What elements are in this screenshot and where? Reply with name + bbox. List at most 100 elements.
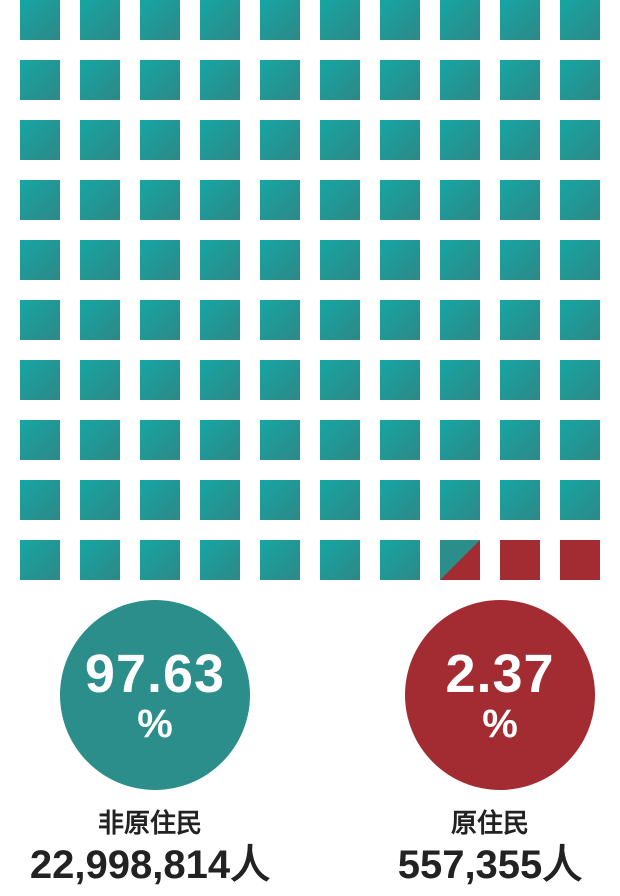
waffle-cell-non-indigenous <box>500 120 540 160</box>
waffle-cell-non-indigenous <box>140 240 180 280</box>
waffle-cell-non-indigenous <box>320 360 360 400</box>
waffle-cell-non-indigenous <box>20 360 60 400</box>
waffle-cell-non-indigenous <box>560 180 600 220</box>
waffle-cell-non-indigenous <box>260 420 300 460</box>
waffle-cell-non-indigenous <box>500 480 540 520</box>
waffle-cell-non-indigenous <box>140 180 180 220</box>
waffle-cell-non-indigenous <box>80 360 120 400</box>
waffle-cell-non-indigenous <box>80 300 120 340</box>
waffle-cell-non-indigenous <box>140 540 180 580</box>
waffle-cell-non-indigenous <box>260 180 300 220</box>
waffle-cell-non-indigenous <box>440 180 480 220</box>
waffle-cell-non-indigenous <box>440 60 480 100</box>
waffle-cell-non-indigenous <box>260 360 300 400</box>
waffle-cell-non-indigenous <box>200 480 240 520</box>
waffle-cell-non-indigenous <box>200 240 240 280</box>
waffle-cell-indigenous <box>560 540 600 580</box>
waffle-cell-non-indigenous <box>320 60 360 100</box>
waffle-cell-non-indigenous <box>80 0 120 40</box>
waffle-cell-non-indigenous <box>380 0 420 40</box>
waffle-cell-non-indigenous <box>140 120 180 160</box>
waffle-cell-non-indigenous <box>200 420 240 460</box>
waffle-cell-non-indigenous <box>500 0 540 40</box>
waffle-cell-non-indigenous <box>260 300 300 340</box>
waffle-cell-non-indigenous <box>260 120 300 160</box>
waffle-cell-non-indigenous <box>500 420 540 460</box>
waffle-cell-non-indigenous <box>320 300 360 340</box>
waffle-cell-non-indigenous <box>260 480 300 520</box>
waffle-cell-non-indigenous <box>560 300 600 340</box>
waffle-cell-non-indigenous <box>560 120 600 160</box>
waffle-cell-non-indigenous <box>320 240 360 280</box>
waffle-cell-non-indigenous <box>80 240 120 280</box>
waffle-cell-non-indigenous <box>380 60 420 100</box>
waffle-cell-non-indigenous <box>80 120 120 160</box>
waffle-cell-non-indigenous <box>380 300 420 340</box>
waffle-cell-indigenous <box>500 540 540 580</box>
waffle-grid <box>20 0 600 580</box>
waffle-cell-non-indigenous <box>80 480 120 520</box>
waffle-cell-non-indigenous <box>440 120 480 160</box>
waffle-cell-non-indigenous <box>200 300 240 340</box>
non-indigenous-percent-value: 97.63 <box>84 644 226 704</box>
waffle-cell-non-indigenous <box>320 180 360 220</box>
waffle-cell-non-indigenous <box>20 240 60 280</box>
indigenous-label: 原住民 557,355人 <box>360 808 620 888</box>
waffle-cell-non-indigenous <box>320 480 360 520</box>
non-indigenous-count: 22,998,814人 <box>29 843 271 887</box>
waffle-cell-non-indigenous <box>500 180 540 220</box>
waffle-cell-non-indigenous <box>440 300 480 340</box>
waffle-cell-non-indigenous <box>140 60 180 100</box>
waffle-cell-non-indigenous <box>260 540 300 580</box>
indigenous-percent-unit: % <box>482 702 518 746</box>
indigenous-count: 557,355人 <box>397 843 583 887</box>
waffle-cell-non-indigenous <box>200 360 240 400</box>
waffle-cell-non-indigenous <box>440 240 480 280</box>
waffle-cell-non-indigenous <box>260 0 300 40</box>
waffle-cell-non-indigenous <box>320 120 360 160</box>
waffle-cell-non-indigenous <box>260 240 300 280</box>
waffle-cell-non-indigenous <box>560 480 600 520</box>
waffle-cell-non-indigenous <box>140 300 180 340</box>
non-indigenous-percent-bubble: 97.63 % <box>60 600 250 790</box>
waffle-cell-non-indigenous <box>20 300 60 340</box>
waffle-cell-non-indigenous <box>80 180 120 220</box>
waffle-cell-non-indigenous <box>440 480 480 520</box>
waffle-cell-non-indigenous <box>380 180 420 220</box>
waffle-cell-non-indigenous <box>440 0 480 40</box>
waffle-cell-non-indigenous <box>80 540 120 580</box>
waffle-cell-non-indigenous <box>200 60 240 100</box>
non-indigenous-name: 非原住民 <box>97 808 202 838</box>
waffle-cell-non-indigenous <box>140 360 180 400</box>
waffle-cell-non-indigenous <box>560 240 600 280</box>
waffle-cell-non-indigenous <box>80 420 120 460</box>
non-indigenous-percent-unit: % <box>137 702 173 746</box>
waffle-cell-non-indigenous <box>380 120 420 160</box>
waffle-cell-non-indigenous <box>380 420 420 460</box>
waffle-cell-non-indigenous <box>500 360 540 400</box>
indigenous-percent-value: 2.37 <box>445 644 555 704</box>
waffle-cell-non-indigenous <box>20 120 60 160</box>
waffle-cell-non-indigenous <box>20 180 60 220</box>
waffle-cell-non-indigenous <box>20 540 60 580</box>
waffle-cell-non-indigenous <box>200 120 240 160</box>
waffle-cell-non-indigenous <box>20 420 60 460</box>
waffle-cell-non-indigenous <box>560 420 600 460</box>
waffle-cell-non-indigenous <box>200 180 240 220</box>
waffle-cell-non-indigenous <box>200 0 240 40</box>
waffle-cell-non-indigenous <box>380 540 420 580</box>
waffle-cell-non-indigenous <box>200 540 240 580</box>
waffle-cell-non-indigenous <box>260 60 300 100</box>
waffle-cell-non-indigenous <box>560 360 600 400</box>
waffle-cell-non-indigenous <box>500 60 540 100</box>
waffle-cell-non-indigenous <box>440 540 480 580</box>
waffle-cell-non-indigenous <box>80 60 120 100</box>
waffle-cell-non-indigenous <box>380 240 420 280</box>
waffle-cell-non-indigenous <box>440 420 480 460</box>
indigenous-percent-bubble: 2.37 % <box>405 600 595 790</box>
waffle-cell-split <box>440 540 480 580</box>
waffle-cell-non-indigenous <box>320 420 360 460</box>
waffle-cell-non-indigenous <box>140 480 180 520</box>
waffle-cell-non-indigenous <box>320 0 360 40</box>
waffle-cell-non-indigenous <box>440 360 480 400</box>
